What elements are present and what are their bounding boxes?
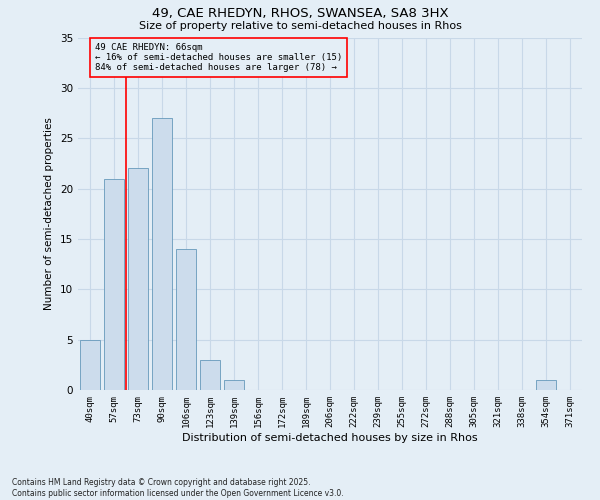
Text: 49 CAE RHEDYN: 66sqm
← 16% of semi-detached houses are smaller (15)
84% of semi-: 49 CAE RHEDYN: 66sqm ← 16% of semi-detac… <box>95 42 342 72</box>
Bar <box>224 380 244 390</box>
Bar <box>200 360 220 390</box>
Text: 49, CAE RHEDYN, RHOS, SWANSEA, SA8 3HX: 49, CAE RHEDYN, RHOS, SWANSEA, SA8 3HX <box>152 8 448 20</box>
Bar <box>128 168 148 390</box>
X-axis label: Distribution of semi-detached houses by size in Rhos: Distribution of semi-detached houses by … <box>182 432 478 442</box>
Bar <box>536 380 556 390</box>
Y-axis label: Number of semi-detached properties: Number of semi-detached properties <box>44 118 55 310</box>
Bar <box>80 340 100 390</box>
Bar <box>104 178 124 390</box>
Text: Size of property relative to semi-detached houses in Rhos: Size of property relative to semi-detach… <box>139 21 461 31</box>
Text: Contains HM Land Registry data © Crown copyright and database right 2025.
Contai: Contains HM Land Registry data © Crown c… <box>12 478 344 498</box>
Bar <box>152 118 172 390</box>
Bar <box>176 249 196 390</box>
